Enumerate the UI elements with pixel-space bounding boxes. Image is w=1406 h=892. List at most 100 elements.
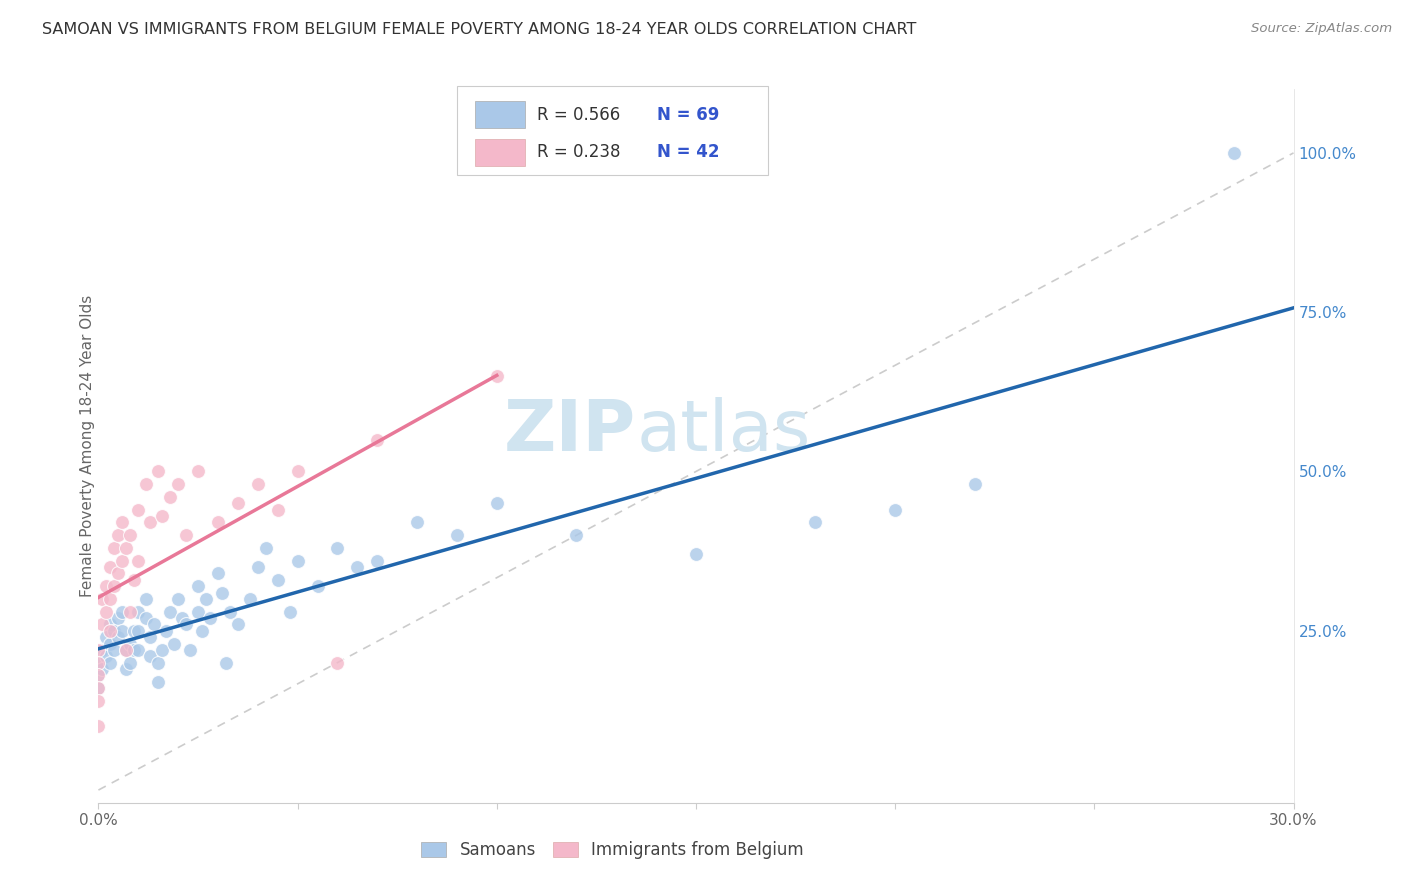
Point <box>87 668 110 682</box>
Point <box>246 560 269 574</box>
Text: SAMOAN VS IMMIGRANTS FROM BELGIUM FEMALE POVERTY AMONG 18-24 YEAR OLDS CORRELATI: SAMOAN VS IMMIGRANTS FROM BELGIUM FEMALE… <box>42 22 917 37</box>
Point <box>485 496 508 510</box>
Point <box>87 656 110 670</box>
Point <box>103 624 125 638</box>
Text: Source: ZipAtlas.com: Source: ZipAtlas.com <box>1251 22 1392 36</box>
Point <box>148 674 170 689</box>
Point <box>135 591 157 606</box>
Point <box>107 566 129 581</box>
Point <box>120 528 142 542</box>
Point <box>124 643 146 657</box>
FancyBboxPatch shape <box>457 86 768 175</box>
Point <box>96 579 118 593</box>
Point <box>87 643 110 657</box>
Point <box>98 560 122 574</box>
Point <box>239 591 262 606</box>
Point <box>87 668 110 682</box>
Point <box>135 477 157 491</box>
Point <box>215 656 238 670</box>
Text: N = 42: N = 42 <box>657 143 718 161</box>
Point <box>246 477 269 491</box>
Point <box>1223 145 1246 160</box>
Point <box>159 490 181 504</box>
Point <box>307 579 329 593</box>
Point <box>485 368 508 383</box>
Point <box>163 636 186 650</box>
FancyBboxPatch shape <box>475 139 524 166</box>
Point <box>111 624 134 638</box>
Point <box>685 547 707 561</box>
Point <box>267 502 290 516</box>
Point <box>167 591 190 606</box>
Point <box>172 611 194 625</box>
Point <box>87 681 110 695</box>
Point <box>150 509 173 524</box>
Point <box>287 465 309 479</box>
Point <box>115 643 138 657</box>
Point <box>139 649 162 664</box>
Point <box>107 528 129 542</box>
Point <box>91 591 114 606</box>
Point <box>219 605 242 619</box>
Point <box>107 611 129 625</box>
Point <box>155 624 177 638</box>
Text: R = 0.238: R = 0.238 <box>537 143 620 161</box>
Point <box>103 579 125 593</box>
Point <box>148 465 170 479</box>
Point <box>120 605 142 619</box>
Point <box>98 591 122 606</box>
Point <box>267 573 290 587</box>
Point <box>174 617 197 632</box>
Point <box>120 636 142 650</box>
Point <box>111 605 134 619</box>
Point <box>143 617 166 632</box>
Point <box>565 528 588 542</box>
Point <box>98 617 122 632</box>
Point <box>96 649 118 664</box>
Point <box>963 477 986 491</box>
Point <box>174 528 197 542</box>
Point <box>207 516 229 530</box>
Point <box>226 617 249 632</box>
Point <box>87 681 110 695</box>
Point <box>111 516 134 530</box>
Point <box>103 541 125 555</box>
Point <box>96 630 118 644</box>
Point <box>326 656 349 670</box>
Point <box>127 624 149 638</box>
Point <box>127 502 149 516</box>
Point <box>115 643 138 657</box>
Point <box>103 643 125 657</box>
Point <box>287 554 309 568</box>
Point <box>187 605 209 619</box>
Point <box>366 554 388 568</box>
Point <box>195 591 218 606</box>
Point <box>326 541 349 555</box>
Point <box>120 656 142 670</box>
Point <box>804 516 827 530</box>
Point <box>115 662 138 676</box>
Legend: Samoans, Immigrants from Belgium: Samoans, Immigrants from Belgium <box>415 835 810 866</box>
Point <box>124 573 146 587</box>
Point <box>366 433 388 447</box>
Point <box>139 630 162 644</box>
Point <box>226 496 249 510</box>
Point <box>139 516 162 530</box>
FancyBboxPatch shape <box>475 102 524 128</box>
Point <box>278 605 301 619</box>
Text: N = 69: N = 69 <box>657 106 718 124</box>
Point <box>124 624 146 638</box>
Point <box>346 560 368 574</box>
Point <box>91 662 114 676</box>
Point <box>884 502 907 516</box>
Point <box>446 528 468 542</box>
Point <box>254 541 277 555</box>
Point <box>111 554 134 568</box>
Point <box>198 611 221 625</box>
Point <box>150 643 173 657</box>
Point <box>207 566 229 581</box>
Point <box>211 585 233 599</box>
Point <box>115 541 138 555</box>
Point <box>187 465 209 479</box>
Point <box>87 719 110 733</box>
